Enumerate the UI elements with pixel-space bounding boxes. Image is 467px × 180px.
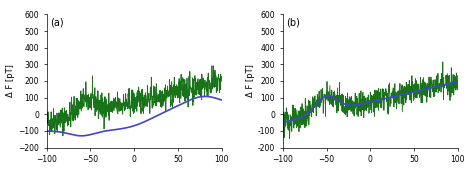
Text: (b): (b): [286, 17, 300, 27]
Y-axis label: Δ F [pT]: Δ F [pT]: [7, 65, 15, 97]
Text: (a): (a): [50, 17, 64, 27]
Y-axis label: Δ F [pT]: Δ F [pT]: [246, 65, 255, 97]
